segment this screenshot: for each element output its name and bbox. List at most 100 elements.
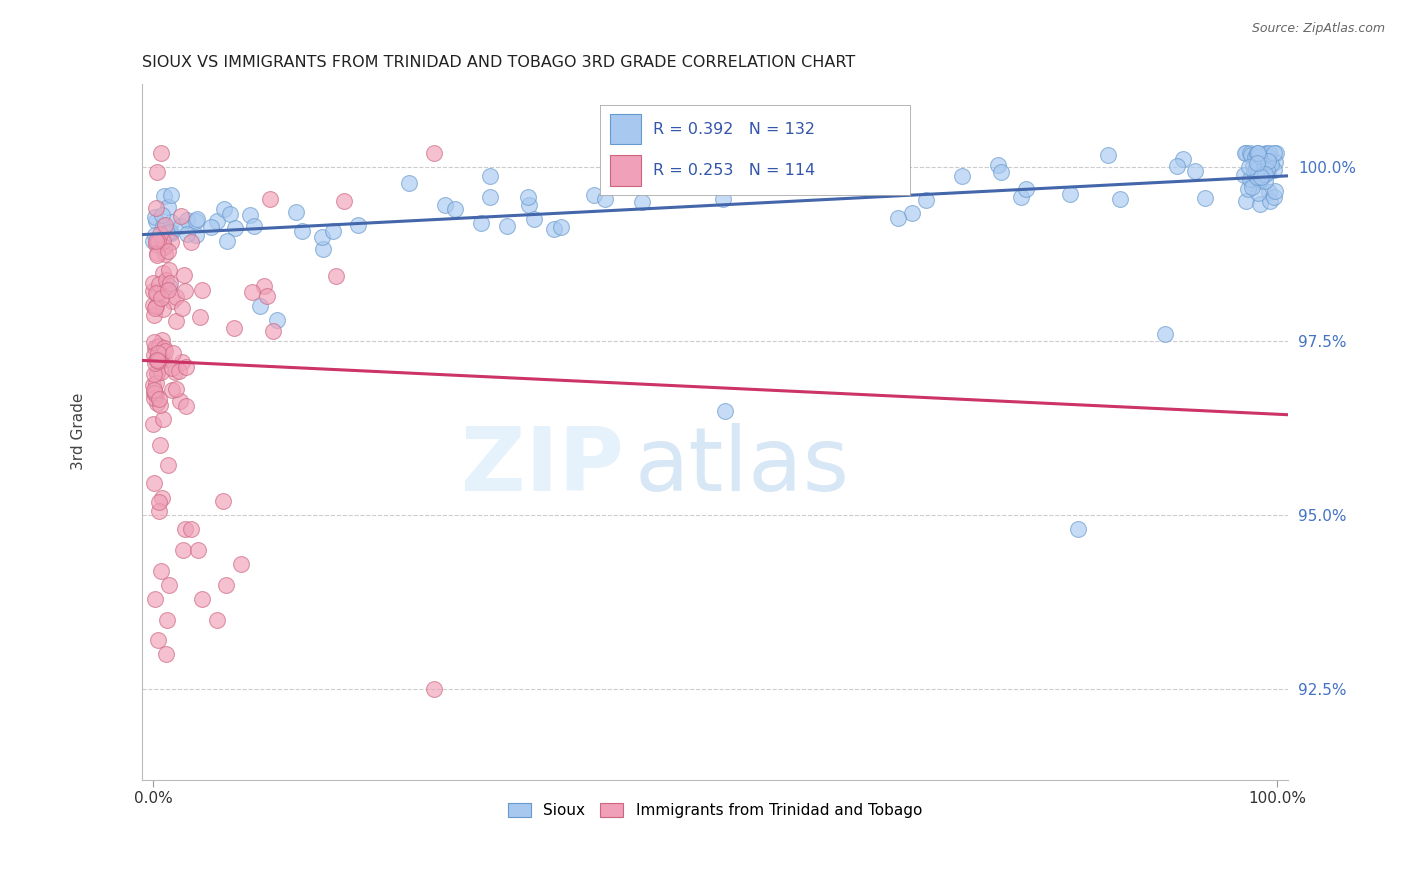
Point (333, 194, 356, 209)
Point (224, 321, 246, 335)
Point (1153, 327, 1175, 342)
Point (155, 273, 177, 287)
Point (142, 276, 165, 290)
Point (145, 353, 167, 368)
Point (1260, 157, 1282, 171)
Point (145, 234, 167, 248)
Point (145, 287, 167, 301)
Point (543, 221, 565, 235)
Point (174, 360, 197, 375)
Point (787, 166, 810, 180)
Point (262, 324, 284, 338)
Point (1247, 186, 1270, 201)
Point (186, 211, 208, 226)
Point (249, 300, 271, 314)
Point (157, 458, 180, 472)
Point (186, 227, 208, 242)
Point (146, 165, 169, 179)
Point (155, 226, 177, 240)
Point (174, 522, 197, 536)
Point (322, 224, 344, 238)
Point (150, 146, 173, 161)
Point (901, 206, 924, 220)
Point (1250, 156, 1272, 170)
Point (152, 208, 174, 222)
Point (1247, 148, 1270, 162)
Point (1010, 190, 1032, 204)
Point (1263, 190, 1285, 204)
Point (1256, 163, 1278, 178)
Point (284, 204, 307, 219)
Point (143, 301, 166, 316)
Point (1244, 150, 1267, 164)
Point (143, 355, 166, 369)
Point (155, 648, 177, 662)
Point (145, 340, 167, 354)
Point (443, 202, 465, 216)
Point (1173, 152, 1195, 166)
Point (142, 367, 165, 381)
Point (152, 189, 174, 203)
Point (470, 216, 492, 230)
Point (478, 169, 501, 184)
Point (583, 187, 606, 202)
Point (423, 146, 446, 161)
Point (184, 213, 207, 227)
Point (146, 366, 169, 380)
Point (1257, 153, 1279, 168)
Point (145, 388, 167, 402)
Point (1244, 162, 1267, 177)
Point (146, 396, 169, 410)
Point (187, 543, 209, 558)
Point (172, 543, 194, 558)
Point (150, 491, 173, 506)
Point (1166, 159, 1188, 173)
Point (143, 210, 166, 224)
Point (495, 219, 517, 234)
Point (146, 248, 169, 262)
Point (516, 189, 538, 203)
Point (291, 224, 314, 238)
Point (423, 682, 446, 697)
Point (259, 192, 281, 206)
Point (150, 353, 173, 368)
Point (1246, 146, 1268, 161)
Point (1263, 146, 1285, 161)
Point (160, 227, 183, 241)
Point (145, 245, 167, 260)
Point (644, 176, 666, 190)
Point (1244, 151, 1267, 165)
Point (1247, 149, 1270, 163)
Point (1249, 197, 1271, 211)
Point (239, 208, 262, 222)
Point (160, 361, 183, 376)
Point (172, 355, 194, 369)
Point (143, 334, 166, 349)
Point (150, 564, 173, 578)
Point (191, 591, 214, 606)
Point (149, 398, 172, 412)
Point (311, 243, 333, 257)
Point (217, 235, 239, 249)
Point (157, 578, 180, 592)
Point (1233, 169, 1256, 183)
Point (148, 277, 170, 292)
Point (1254, 174, 1277, 188)
Point (176, 227, 198, 241)
Point (149, 227, 172, 241)
Point (142, 309, 165, 323)
Point (150, 334, 173, 348)
Point (165, 290, 187, 304)
Point (1234, 194, 1257, 209)
Point (1246, 146, 1268, 161)
Point (595, 192, 617, 206)
Point (1247, 153, 1270, 167)
Point (153, 218, 176, 232)
Point (1239, 171, 1261, 186)
Point (1244, 150, 1267, 164)
Point (630, 195, 652, 210)
Point (143, 383, 166, 397)
Point (240, 285, 263, 300)
Point (150, 240, 173, 254)
Point (886, 211, 908, 226)
